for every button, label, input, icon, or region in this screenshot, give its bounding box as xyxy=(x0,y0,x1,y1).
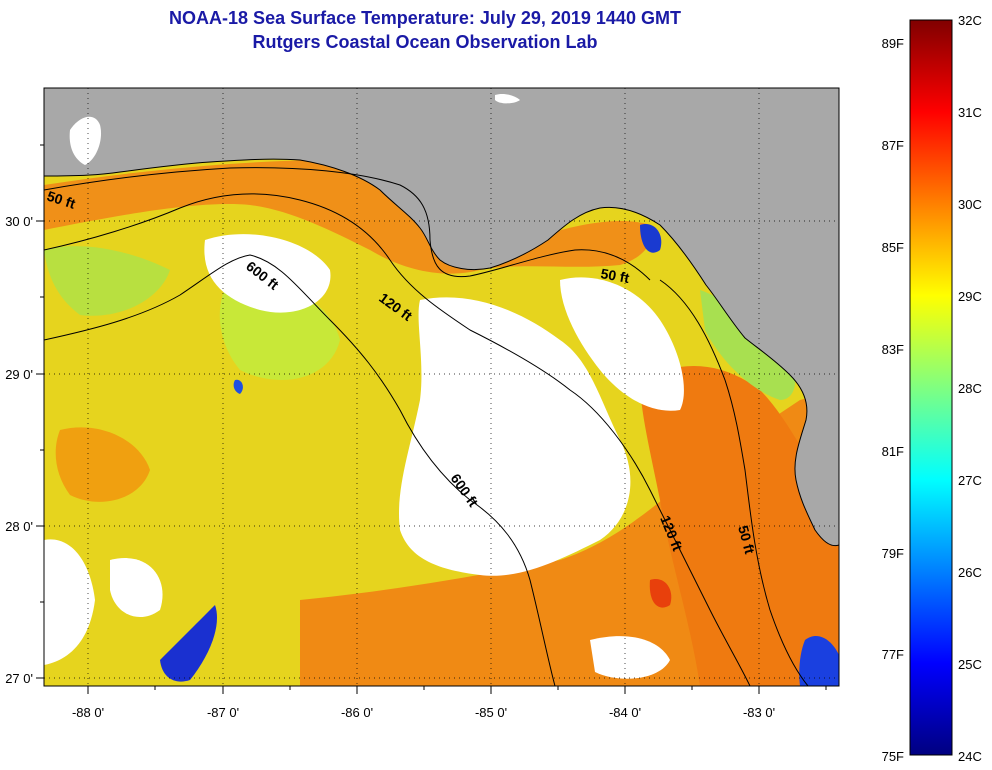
celsius-label: 26C xyxy=(958,565,982,580)
inland-bay-area xyxy=(69,116,102,165)
lat-label: 28 0' xyxy=(5,519,33,534)
cool-east-coast-strip xyxy=(700,290,796,400)
contour-120ft-north xyxy=(44,193,751,686)
celsius-label: 32C xyxy=(958,13,982,28)
cool-northwest-patch xyxy=(44,246,170,316)
map-title: NOAA-18 Sea Surface Temperature: July 29… xyxy=(169,8,681,28)
cold-patch-southwest xyxy=(160,605,218,682)
inland-water-north xyxy=(495,93,520,104)
lon-label: -86 0' xyxy=(341,705,373,720)
axis-ticks xyxy=(36,144,827,694)
lon-label: -88 0' xyxy=(72,705,104,720)
lon-label: -83 0' xyxy=(743,705,775,720)
cloud-mask-northwest xyxy=(204,234,331,313)
hot-spot xyxy=(649,579,672,608)
celsius-label: 30C xyxy=(958,197,982,212)
celsius-label: 24C xyxy=(958,749,982,764)
fahrenheit-label: 87F xyxy=(882,138,904,153)
cold-patch-bigbend xyxy=(640,224,662,253)
cloud-mask-southwest xyxy=(110,558,163,618)
lat-label: 30 0' xyxy=(5,214,33,229)
lat-label: 27 0' xyxy=(5,671,33,686)
celsius-label: 31C xyxy=(958,105,982,120)
colorbar-gradient xyxy=(909,19,953,756)
cold-patch-central xyxy=(233,379,243,394)
lon-label: -84 0' xyxy=(609,705,641,720)
celsius-label: 28C xyxy=(958,381,982,396)
map-subtitle: Rutgers Coastal Ocean Observation Lab xyxy=(252,32,598,52)
celsius-label: 25C xyxy=(958,657,982,672)
warm-nearshore-band xyxy=(44,160,653,274)
fahrenheit-label: 79F xyxy=(882,546,904,561)
fahrenheit-label: 77F xyxy=(882,647,904,662)
warm-western-patch xyxy=(55,427,150,502)
lat-label: 29 0' xyxy=(5,367,33,382)
cloud-mask-bigbend xyxy=(560,277,684,411)
fahrenheit-label: 75F xyxy=(882,749,904,764)
map-frame xyxy=(43,87,840,687)
cloud-mask-west xyxy=(44,539,95,665)
cloud-mask-south xyxy=(590,636,670,679)
cold-patch-south-coast xyxy=(799,635,839,686)
lon-label: -87 0' xyxy=(207,705,239,720)
cloud-mask-central xyxy=(399,297,631,576)
contour-label: 50 ft xyxy=(599,265,630,286)
land-mass xyxy=(44,88,839,547)
contour-label: 50 ft xyxy=(735,524,758,556)
fahrenheit-label: 85F xyxy=(882,240,904,255)
fahrenheit-label: 81F xyxy=(882,444,904,459)
contour-600ft xyxy=(44,254,556,686)
celsius-label: 29C xyxy=(958,289,982,304)
sst-map: -88 0' -87 0' -86 0' -85 0' -84 0' -83 0… xyxy=(5,87,840,720)
contour-50ft-north xyxy=(44,167,651,281)
celsius-label: 27C xyxy=(958,473,982,488)
contour-50ft-east xyxy=(659,279,809,686)
lon-label: -85 0' xyxy=(475,705,507,720)
fahrenheit-label: 83F xyxy=(882,342,904,357)
fahrenheit-label: 89F xyxy=(882,36,904,51)
